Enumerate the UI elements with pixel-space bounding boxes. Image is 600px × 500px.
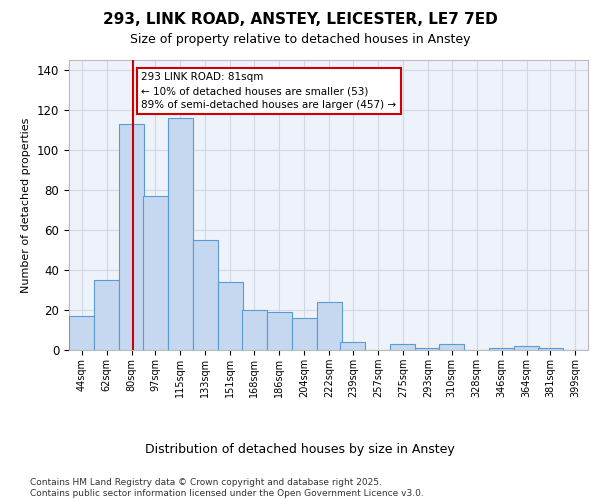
Bar <box>415 348 440 350</box>
Bar <box>340 342 365 350</box>
Bar <box>514 346 539 350</box>
Bar <box>538 348 563 350</box>
Bar <box>292 318 317 350</box>
Bar <box>69 316 94 350</box>
Bar <box>266 312 292 350</box>
Bar <box>391 344 415 350</box>
Bar <box>119 124 144 350</box>
Text: Size of property relative to detached houses in Anstey: Size of property relative to detached ho… <box>130 32 470 46</box>
Bar <box>168 118 193 350</box>
Text: 293 LINK ROAD: 81sqm
← 10% of detached houses are smaller (53)
89% of semi-detac: 293 LINK ROAD: 81sqm ← 10% of detached h… <box>142 72 397 110</box>
Text: Contains HM Land Registry data © Crown copyright and database right 2025.
Contai: Contains HM Land Registry data © Crown c… <box>30 478 424 498</box>
Bar <box>218 282 243 350</box>
Bar <box>94 280 119 350</box>
Bar <box>439 344 464 350</box>
Bar <box>193 240 218 350</box>
Text: Distribution of detached houses by size in Anstey: Distribution of detached houses by size … <box>145 442 455 456</box>
Text: 293, LINK ROAD, ANSTEY, LEICESTER, LE7 7ED: 293, LINK ROAD, ANSTEY, LEICESTER, LE7 7… <box>103 12 497 28</box>
Bar <box>143 196 168 350</box>
Bar <box>317 302 342 350</box>
Bar <box>489 348 514 350</box>
Bar <box>242 310 266 350</box>
Y-axis label: Number of detached properties: Number of detached properties <box>22 118 31 292</box>
